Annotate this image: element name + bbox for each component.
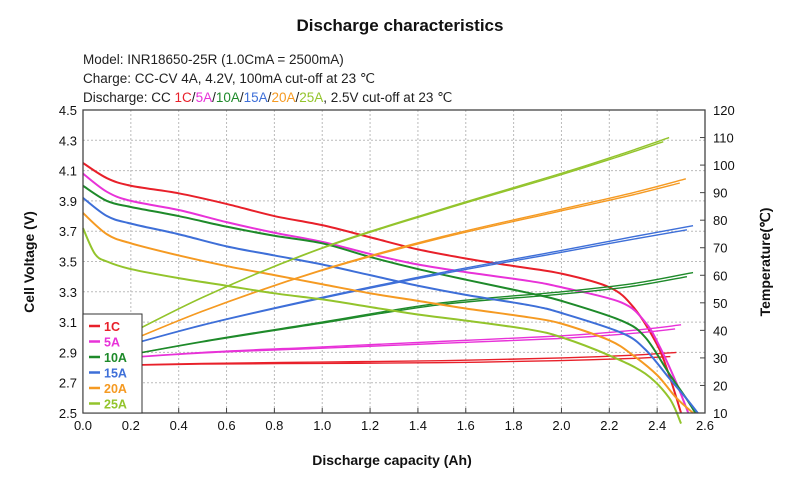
legend-label: 10A: [104, 351, 127, 365]
y-axis-label: Cell Voltage (V): [21, 211, 37, 313]
info-segment: /: [268, 90, 272, 105]
temperature-line-5A: [82, 328, 676, 362]
y2-tick-label: 70: [713, 241, 727, 256]
info-segment: 20A: [271, 90, 295, 105]
x-tick-label: 0.6: [217, 418, 235, 433]
x-tick-label: 1.2: [361, 418, 379, 433]
legend-label: 1C: [104, 320, 120, 334]
grid: [82, 109, 706, 414]
x-tick-label: 1.4: [409, 418, 427, 433]
info-segment: 5A: [196, 90, 213, 105]
info-segment: 10A: [216, 90, 240, 105]
y2-tick-label: 50: [713, 296, 727, 311]
voltage-line-10A: [82, 184, 697, 414]
legend-box: [82, 313, 143, 414]
voltage-line-5A: [82, 172, 690, 414]
x-tick-label: 2.0: [552, 418, 570, 433]
temperature-line-20A: [82, 182, 681, 362]
voltage-line-25A: [82, 227, 682, 425]
y2-tick-label: 30: [713, 351, 727, 366]
temperature-line-10A: [82, 275, 688, 365]
y-tick-label: 4.1: [59, 164, 77, 179]
temperature-line-25A: [82, 141, 664, 359]
x-tick-label: 0.4: [170, 418, 188, 433]
info-segment: /: [240, 90, 244, 105]
legend-label: 20A: [104, 382, 127, 396]
y-tick-label: 3.1: [59, 315, 77, 330]
y2-tick-label: 90: [713, 186, 727, 201]
y-tick-label: 4.5: [59, 103, 77, 118]
y2-tick-label: 120: [713, 103, 735, 118]
temperature-line-10A: [82, 271, 694, 365]
legend-label: 5A: [104, 336, 120, 350]
plot-frame: [82, 109, 706, 414]
info-segment: /: [212, 90, 216, 105]
y-tick-label: 4.3: [59, 133, 77, 148]
info-segment: /: [295, 90, 299, 105]
y2-axis-label: Temperature(℃): [757, 208, 773, 317]
x-tick-label: 1.0: [313, 418, 331, 433]
info-segment: Charge: CC-CV 4A, 4.2V, 100mA cut-off at…: [83, 71, 375, 86]
legend-label: 15A: [104, 367, 127, 381]
legend-label: 25A: [104, 398, 127, 412]
y-tick-label: 2.9: [59, 345, 77, 360]
voltage-line-20A: [82, 212, 694, 414]
info-segment: /: [192, 90, 196, 105]
y2-tick-label: 80: [713, 213, 727, 228]
info-segment: Discharge: CC: [83, 90, 175, 105]
temperature-line-15A: [82, 229, 688, 359]
info-segment: 15A: [244, 90, 268, 105]
y-tick-label: 2.5: [59, 406, 77, 421]
temperature-line-1C: [82, 355, 671, 367]
y-tick-label: 3.7: [59, 224, 77, 239]
x-tick-label: 0.2: [122, 418, 140, 433]
chart-title: Discharge characteristics: [297, 16, 504, 35]
y2-tick-label: 100: [713, 158, 735, 173]
y2-tick-label: 40: [713, 323, 727, 338]
x-tick-label: 0.0: [74, 418, 92, 433]
chart-info-text: Model: INR18650-25R (1.0CmA = 2500mA) Cha…: [83, 52, 452, 105]
y-tick-label: 2.7: [59, 376, 77, 391]
info-line: Discharge: CC 1C/5A/10A/15A/20A/25A, 2.5…: [83, 90, 452, 105]
y2-tick-label: 20: [713, 378, 727, 393]
x-tick-label: 1.6: [457, 418, 475, 433]
voltage-line-15A: [82, 197, 699, 414]
x-tick-label: 2.4: [648, 418, 666, 433]
ticks: 0.0 0.2 0.4 0.6 0.8 1.0 1.2 1.4 1.6 1.8 2.0 2.2 2.4 2…: [59, 103, 735, 433]
x-tick-label: 1.8: [505, 418, 523, 433]
y2-tick-label: 60: [713, 268, 727, 283]
info-segment: 25A: [299, 90, 323, 105]
info-line: Model: INR18650-25R (1.0CmA = 2500mA): [83, 52, 344, 67]
y-tick-label: 3.3: [59, 285, 77, 300]
y-tick-label: 3.5: [59, 255, 77, 270]
series-lines: [82, 136, 699, 425]
info-segment: 1C: [175, 90, 193, 105]
x-tick-label: 2.2: [600, 418, 618, 433]
info-segment: Model: INR18650-25R (1.0CmA = 2500mA): [83, 52, 344, 67]
y2-tick-label: 10: [713, 406, 727, 421]
y-tick-label: 3.9: [59, 194, 77, 209]
x-tick-label: 0.8: [265, 418, 283, 433]
x-tick-label: 2.6: [696, 418, 714, 433]
y2-tick-label: 110: [713, 131, 734, 146]
x-axis-label: Discharge capacity (Ah): [312, 452, 472, 468]
info-line: Charge: CC-CV 4A, 4.2V, 100mA cut-off at…: [83, 71, 375, 86]
info-segment: , 2.5V cut-off at 23 ℃: [323, 90, 452, 105]
